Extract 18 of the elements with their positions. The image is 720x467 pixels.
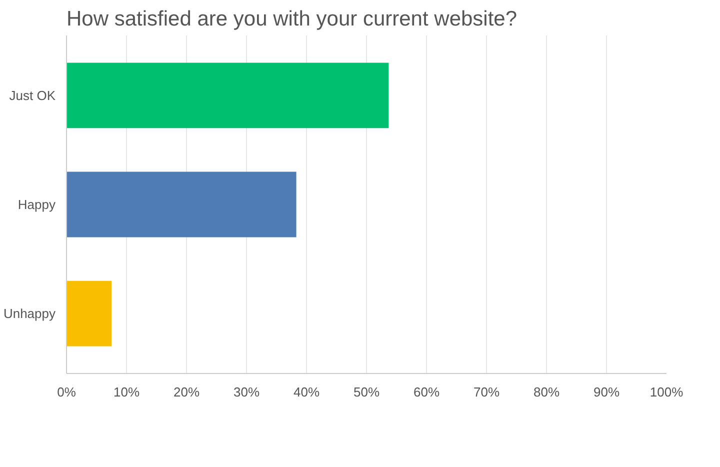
x-tick-label: 90% [593, 384, 620, 400]
x-tick-label: 60% [413, 384, 440, 400]
x-tick-label: 40% [293, 384, 320, 400]
bar [66, 172, 296, 238]
bar [66, 280, 112, 346]
x-tick-label: 0% [57, 384, 76, 400]
x-tick-label: 70% [473, 384, 500, 400]
y-tick-label: Just OK [9, 88, 56, 103]
y-tick-label: Happy [18, 197, 56, 212]
y-tick-label: Unhappy [3, 306, 56, 322]
x-tick-label: 20% [173, 384, 200, 400]
x-tick-label: 50% [353, 384, 380, 400]
x-tick-label: 80% [533, 384, 560, 400]
x-tick-label: 10% [113, 384, 140, 400]
x-tick-label: 100% [650, 384, 684, 400]
chart-title: How satisfied are you with your current website? [66, 8, 518, 30]
bar [66, 62, 389, 128]
x-tick-label: 30% [233, 384, 260, 400]
